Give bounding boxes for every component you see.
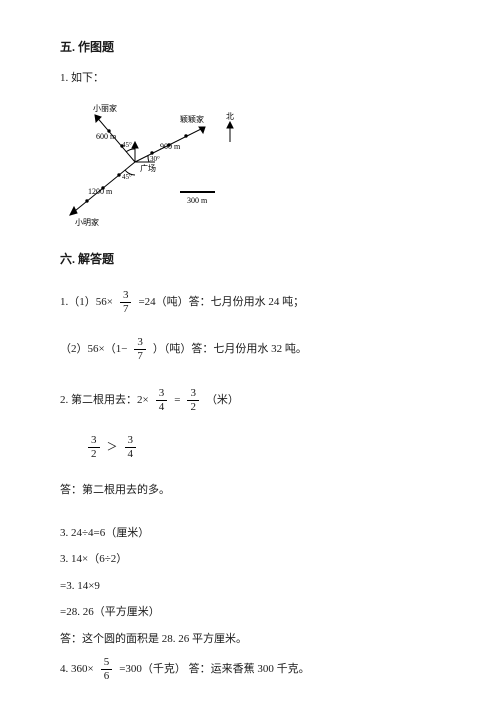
- frac-3-7b: 3 7: [134, 337, 146, 362]
- frac-3-4a: 3 4: [156, 388, 168, 413]
- eq: =: [174, 392, 180, 409]
- q6-1-2-suf: ）（吨）答：七月份用水 32 吨。: [153, 341, 307, 358]
- frac-3-2a: 3 2: [187, 388, 199, 413]
- section6-title: 六. 解答题: [60, 250, 440, 268]
- num: 3: [120, 290, 132, 303]
- den: 7: [134, 350, 146, 362]
- frac-3-7a: 3 7: [120, 290, 132, 315]
- fig-gc: 广场: [140, 163, 156, 173]
- diagram-figure: 小丽家 600 m 颖颖家 900 m 广场 小明家 1200 m 45° 30…: [60, 97, 440, 233]
- q6-2-unit: （米）: [206, 392, 239, 409]
- fig-yy: 颖颖家: [180, 114, 204, 124]
- q6-2-line1: 2. 第二根用去：2× 3 4 = 3 2 （米）: [60, 388, 440, 413]
- q6-4: 4. 360× 5 6 =300（千克） 答：运来香蕉 300 千克。: [60, 657, 440, 682]
- fig-a1: 45°: [122, 141, 132, 149]
- q6-1-2: （2）56×（1− 3 7 ）（吨）答：七月份用水 32 吨。: [60, 337, 440, 362]
- fig-xm: 小明家: [75, 217, 99, 227]
- q6-3-l3: =3. 14×9: [60, 578, 440, 595]
- q5-1-text: 1. 如下：: [60, 70, 440, 87]
- q6-3-l5: 答：这个圆的面积是 28. 26 平方厘米。: [60, 631, 440, 648]
- q6-3-l1: 3. 24÷4=6（厘米）: [60, 525, 440, 542]
- fig-scale: 300 m: [187, 196, 208, 205]
- den: 6: [101, 670, 113, 682]
- q6-2-ans: 答：第二根用去的多。: [60, 482, 440, 499]
- fig-north: 北: [226, 112, 234, 121]
- den: 2: [88, 448, 100, 460]
- frac-3-2b: 3 2: [88, 435, 100, 460]
- q6-1-1-pre: 1.（1）56×: [60, 294, 113, 311]
- num: 3: [125, 435, 137, 448]
- den: 4: [125, 448, 137, 460]
- q6-2-pre: 2. 第二根用去：2×: [60, 392, 149, 409]
- num: 3: [134, 337, 146, 350]
- q6-3-l4: =28. 26（平方厘米）: [60, 604, 440, 621]
- section5-title: 五. 作图题: [60, 38, 440, 56]
- q6-3-l2: 3. 14×（6÷2）: [60, 551, 440, 568]
- q6-1-1: 1.（1）56× 3 7 =24（吨）答：七月份用水 24 吨；: [60, 290, 440, 315]
- num: 3: [187, 388, 199, 401]
- fig-xiaoli-d: 600 m: [96, 132, 117, 141]
- frac-3-4b: 3 4: [125, 435, 137, 460]
- q6-2-cmp: 3 2 ＞ 3 4: [84, 435, 440, 460]
- q6-4-suf: =300（千克） 答：运来香蕉 300 千克。: [119, 661, 309, 678]
- num: 5: [101, 657, 113, 670]
- num: 3: [88, 435, 100, 448]
- cmp-op: ＞: [107, 439, 118, 456]
- den: 7: [120, 303, 132, 315]
- q6-1-2-pre: （2）56×（1−: [60, 341, 127, 358]
- q6-1-1-suf: =24（吨）答：七月份用水 24 吨；: [138, 294, 304, 311]
- frac-5-6: 5 6: [101, 657, 113, 682]
- q6-4-pre: 4. 360×: [60, 661, 94, 678]
- fig-xm-d: 1200 m: [88, 187, 113, 196]
- den: 2: [187, 401, 199, 413]
- fig-xiaoli: 小丽家: [93, 103, 117, 113]
- fig-yy-d: 900 m: [160, 142, 181, 151]
- fig-a3: 45°: [122, 173, 132, 181]
- den: 4: [156, 401, 168, 413]
- fig-a2: 30°: [150, 155, 160, 163]
- num: 3: [156, 388, 168, 401]
